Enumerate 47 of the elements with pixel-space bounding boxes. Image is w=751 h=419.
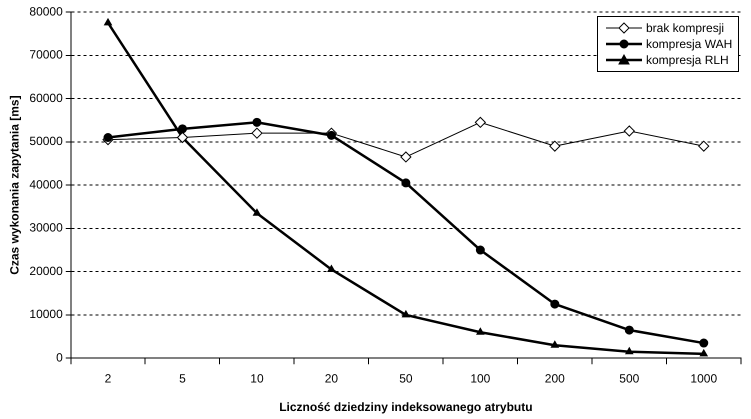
y-tick-label: 40000 [29, 177, 64, 192]
point [327, 264, 336, 272]
point [549, 140, 560, 152]
x-tick-label: 10 [250, 372, 264, 386]
point [698, 140, 710, 152]
point [699, 338, 708, 348]
legend-label: kompresja RLH [646, 52, 729, 68]
x-tick-label: 500 [619, 372, 640, 386]
x-tick-label: 2 [104, 372, 112, 386]
y-tick-label: 20000 [29, 264, 64, 278]
legend-label: brak kompresji [646, 20, 724, 36]
x-tick-label: 20 [324, 372, 338, 386]
point [400, 151, 412, 162]
x-tick-label: 1000 [690, 372, 718, 386]
point [624, 326, 634, 335]
y-tick-label: 10000 [29, 307, 64, 322]
point [550, 340, 559, 348]
point [252, 118, 262, 127]
point [476, 328, 484, 335]
x-tick-label: 200 [544, 372, 566, 386]
point [401, 178, 410, 188]
point [176, 132, 188, 143]
point [251, 128, 262, 139]
point [476, 246, 485, 255]
y-tick-label: 30000 [29, 220, 64, 235]
x-tick-label: 100 [470, 372, 491, 386]
x-tick-label: 50 [399, 372, 413, 386]
point [402, 310, 410, 318]
y-tick-label: 80000 [29, 4, 64, 18]
point [252, 208, 261, 216]
point [104, 133, 113, 142]
point [474, 116, 486, 128]
point [550, 300, 560, 309]
x-tick-label: 5 [179, 372, 186, 386]
point [625, 347, 634, 354]
y-tick-label: 50000 [29, 134, 64, 148]
y-tick-label: 0 [56, 350, 64, 365]
x-axis-title: Liczność dziedziny indeksowanego atrybutu [279, 400, 533, 414]
point [104, 18, 112, 26]
legend-label: kompresja WAH [646, 36, 732, 52]
point [700, 349, 708, 356]
y-tick-label: 70000 [29, 48, 64, 62]
point [624, 126, 635, 137]
point [178, 124, 187, 134]
y-tick-label: 60000 [29, 90, 64, 105]
point [326, 130, 336, 140]
y-axis-title: Czas wykonania zapytania [ms] [8, 95, 22, 275]
